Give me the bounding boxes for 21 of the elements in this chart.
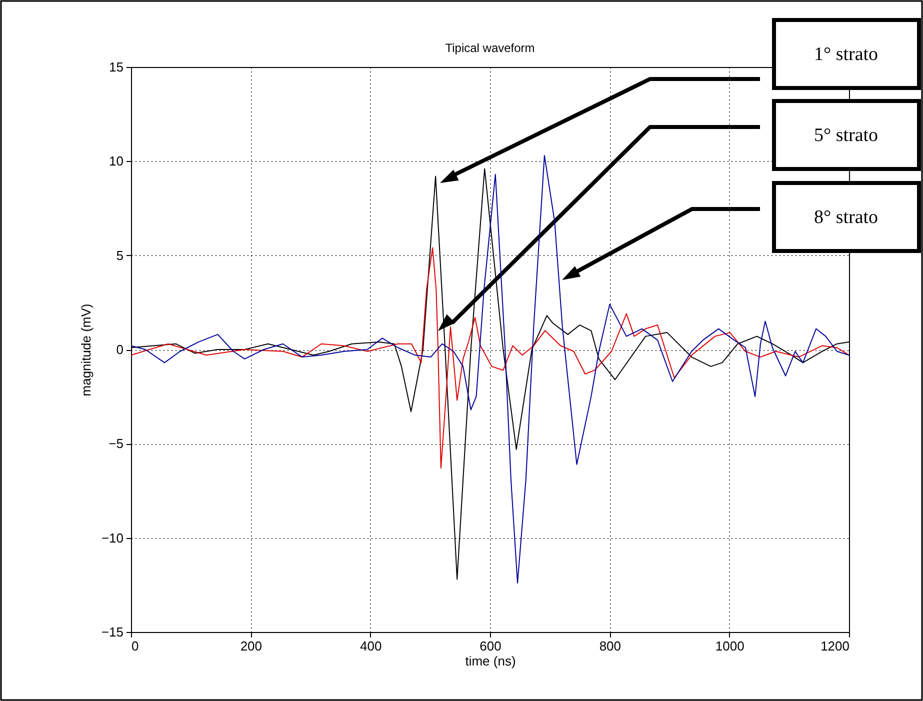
x-tick-label: 600 bbox=[480, 638, 502, 654]
line-series bbox=[131, 247, 849, 469]
y-tick-label: 10 bbox=[109, 154, 124, 169]
x-tick-label: 1200 bbox=[820, 638, 850, 654]
annotation: 8° strato bbox=[814, 207, 878, 228]
x-tick-label: 200 bbox=[240, 638, 262, 654]
y-tick-label: −5 bbox=[108, 436, 124, 452]
y-tick-label: 15 bbox=[109, 60, 124, 74]
x-tick-label: 800 bbox=[599, 638, 622, 654]
x-tick-label: 400 bbox=[360, 638, 382, 654]
y-tick-label: −10 bbox=[101, 530, 124, 546]
x-tick-label: 0 bbox=[132, 638, 139, 654]
x-axis-title: time (ns) bbox=[465, 654, 516, 668]
y-tick-label: −15 bbox=[101, 624, 124, 640]
chart-title: Tipical waveform bbox=[445, 41, 535, 55]
x-tick-label: 1000 bbox=[715, 638, 744, 654]
y-axis-title: magnitude (mV) bbox=[78, 304, 94, 396]
text: 1° strato bbox=[814, 44, 878, 65]
annotation: 5° strato bbox=[814, 125, 878, 146]
y-tick-label: 0 bbox=[116, 342, 124, 357]
y-tick-label: 5 bbox=[116, 248, 124, 263]
